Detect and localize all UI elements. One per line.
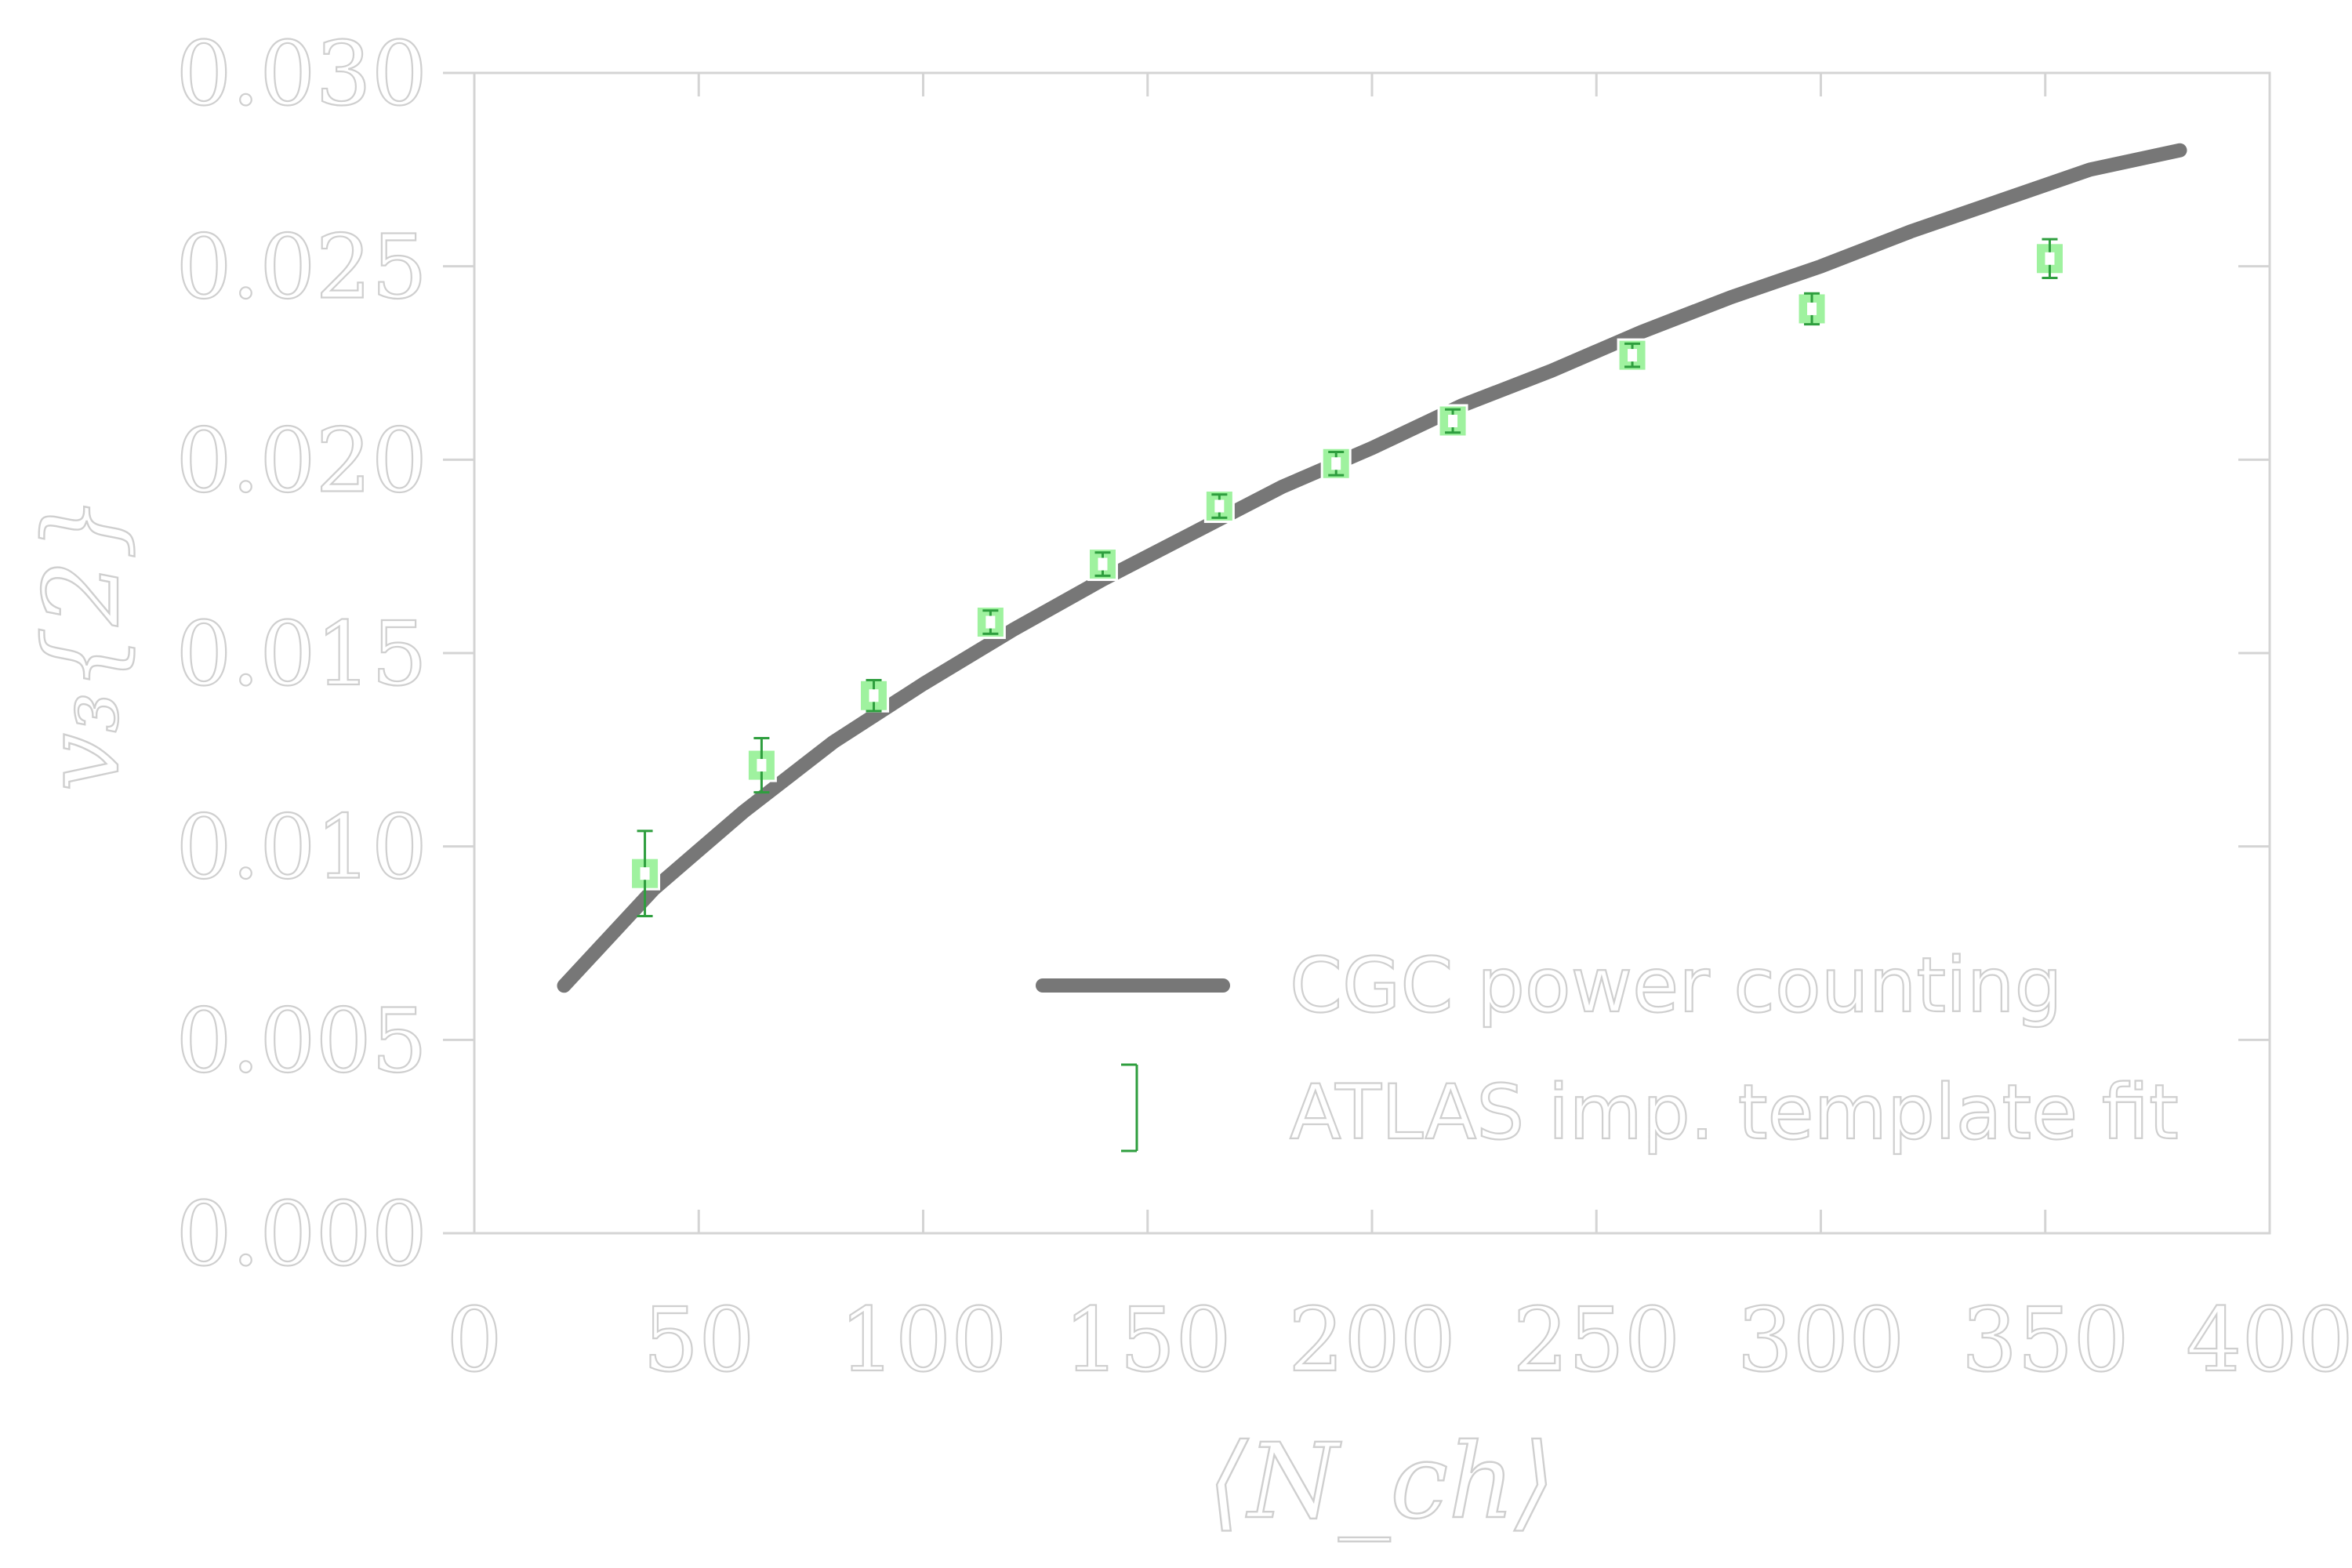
plot-frame	[473, 71, 2271, 1235]
x-tick-label: 150	[1064, 1290, 1232, 1392]
atlas-marker	[869, 689, 879, 702]
y-tick-label: 0.010	[176, 797, 427, 899]
x-tick-label: 300	[1737, 1290, 1905, 1392]
y-axis-ticks: 0.000 0.005 0.010 0.015 0.020 0.025 0.030	[175, 23, 2270, 1287]
axes	[473, 71, 2271, 1235]
atlas-marker	[1807, 302, 1817, 315]
legend-label-atlas: ATLAS imp. template fit	[1290, 1069, 2179, 1156]
atlas-marker	[640, 867, 650, 880]
cgc-curve-group	[557, 143, 2187, 993]
x-tick-label: 50	[643, 1290, 755, 1392]
atlas-marker	[1214, 499, 1225, 513]
x-axis-ticks: 0 50 100 150 200 250 300 350 400	[445, 73, 2352, 1392]
atlas-data-point	[1437, 404, 1468, 438]
y-tick-label: 0.005	[176, 990, 427, 1092]
atlas-marker	[757, 759, 767, 772]
y-axis-label: v₃{2}	[22, 494, 143, 791]
atlas-marker	[1448, 415, 1458, 427]
x-axis-label: ⟨N_ch⟩	[1207, 1421, 1555, 1542]
legend-label-cgc: CGC power counting	[1290, 942, 2063, 1029]
cgc-power-counting-line	[557, 143, 2187, 993]
x-tick-label: 200	[1288, 1290, 1456, 1392]
atlas-data-point	[1087, 547, 1118, 582]
atlas-data-point	[975, 605, 1006, 640]
atlas-data-point	[1203, 489, 1235, 524]
y-tick-label: 0.025	[176, 217, 427, 319]
atlas-data-point	[2034, 238, 2065, 279]
atlas-marker	[2045, 252, 2055, 265]
y-tick-label: 0.020	[176, 410, 427, 512]
atlas-data-point	[746, 737, 777, 794]
atlas-data-point	[1796, 292, 1828, 326]
atlas-marker	[985, 615, 996, 629]
atlas-marker	[1331, 457, 1341, 470]
y-tick-label: 0.030	[176, 24, 427, 125]
x-tick-label: 400	[2186, 1290, 2352, 1392]
atlas-data-point	[858, 678, 890, 713]
atlas-data-point	[1617, 338, 1648, 372]
atlas-data-point	[630, 829, 661, 917]
atlas-data-point	[1320, 446, 1352, 481]
x-tick-label: 100	[840, 1290, 1007, 1392]
y-tick-label: 0.000	[176, 1184, 427, 1286]
x-tick-label: 350	[1962, 1290, 2129, 1392]
x-tick-label: 250	[1512, 1290, 1680, 1392]
legend: CGC power counting ATLAS imp. template f…	[1036, 941, 2180, 1157]
legend-swatch-atlas	[1121, 1063, 1138, 1152]
atlas-marker	[1098, 557, 1108, 571]
x-tick-label: 0	[446, 1290, 502, 1392]
y-tick-label: 0.015	[176, 604, 427, 706]
atlas-marker	[1628, 349, 1638, 362]
atlas-points-group	[630, 238, 2065, 917]
